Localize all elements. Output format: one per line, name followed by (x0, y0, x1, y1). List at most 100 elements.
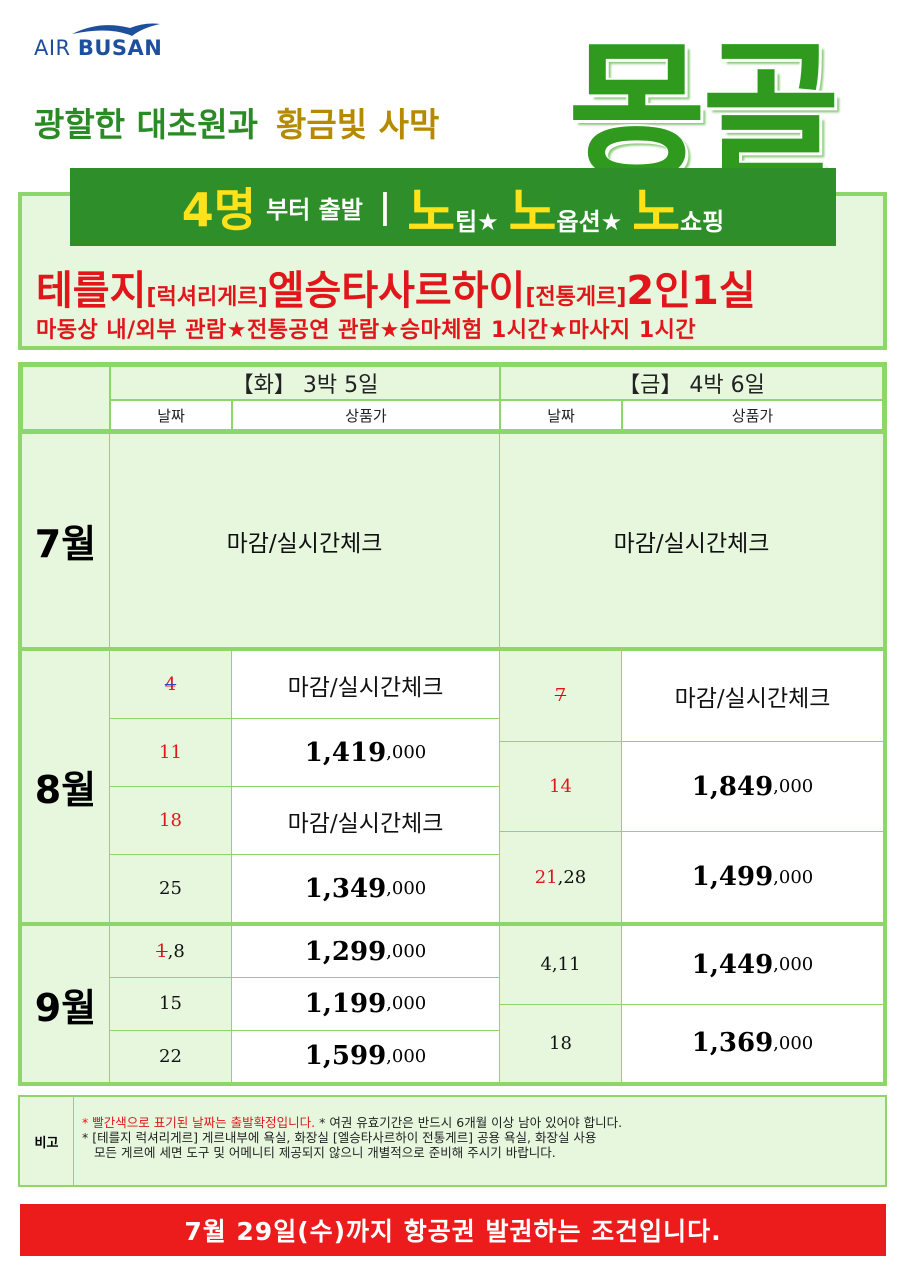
notes: 비고 * 빨간색으로 표기된 날짜는 출발확정입니다. * 여권 유효기간은 반… (18, 1095, 887, 1187)
month-row: 8월 4 마감/실시간체크 11 1,419,000 18 마감/실시간체크 25 1,349,… (22, 647, 883, 923)
price-tail: ,000 (773, 1032, 814, 1054)
price-main: 1,449 (691, 949, 774, 980)
note-red: * 빨간색으로 표기된 날짜는 출발확정입니다. (82, 1115, 316, 1130)
date-part: 11 (159, 742, 182, 763)
banner-feature: 노팁★ (407, 170, 498, 245)
date-part: 18 (159, 810, 182, 831)
hotel-line: 테를지[럭셔리게르]엘승타사르하이[전통게르]2인1실 (36, 258, 876, 316)
footer-banner: 7월 29일(수)까지 항공권 발권하는 조건입니다. (20, 1204, 886, 1256)
price-cell: 1,369,000 (622, 1004, 883, 1082)
headline: 광할한 대초원과 황금빛 사막 (34, 98, 439, 146)
note-text: * [테를지 럭셔리게르] 게르내부에 욕실, 화장실 [엘승타사르하이 전통게… (82, 1130, 597, 1145)
price-cell: 1,449,000 (622, 926, 883, 1004)
feature-small: 팁★ (455, 207, 499, 236)
table-row: 11 1,419,000 (110, 719, 499, 787)
tue-block: 4 마감/실시간체크 11 1,419,000 18 마감/실시간체크 25 1,349,00… (110, 651, 500, 922)
feature-big: 노 (508, 182, 557, 243)
feature-big: 노 (632, 182, 681, 243)
date-cell: 7 (500, 651, 622, 741)
features-line: 마동상 내/외부 관람★전통공연 관람★승마체험 1시간★마사지 1시간 (36, 318, 697, 343)
price-cell: 마감/실시간체크 (232, 787, 499, 854)
fri-block: 7 마감/실시간체크 14 1,849,000 21,28 1,499,000 (500, 651, 883, 923)
date-part: 22 (159, 1045, 182, 1067)
tue-block: 마감/실시간체크 (110, 434, 500, 647)
tue-header: 【화】 3박 5일 (110, 366, 500, 400)
date-cell: 4,11 (500, 926, 622, 1004)
price-tail: ,000 (386, 941, 427, 963)
notes-body: * 빨간색으로 표기된 날짜는 출발확정입니다. * 여권 유효기간은 반드시 … (74, 1097, 622, 1185)
price-cell: 1,599,000 (232, 1030, 499, 1082)
date-cell: 22 (110, 1030, 232, 1082)
banner-lead: 4명 (181, 183, 257, 237)
status-note: 마감/실시간체크 (287, 810, 444, 837)
date-part: 14 (549, 776, 572, 797)
price-tail: ,000 (386, 742, 427, 763)
date-cell: 11 (110, 719, 232, 786)
note-text: * 여권 유효기간은 반드시 6개월 이상 남아 있어야 합니다. (319, 1115, 623, 1130)
feature-small: 쇼핑 (680, 207, 725, 236)
sub-header: 상품가 (232, 400, 500, 430)
notes-label: 비고 (20, 1097, 74, 1185)
feature-small: 옵션★ (556, 207, 623, 236)
date-part: 4,11 (540, 954, 581, 976)
banner: 4명 부터 출발 | 노팁★ 노옵션★ 노쇼핑 (70, 168, 836, 246)
price-cell: 1,199,000 (232, 978, 499, 1030)
hotel-segment: 엘승타사르하이 (267, 268, 526, 314)
status-note: 마감/실시간체크 (613, 530, 770, 557)
date-part: ,28 (557, 866, 587, 888)
price-main: 1,599 (304, 1041, 387, 1072)
hotel-segment: 테를지 (36, 268, 147, 314)
date-cell: 18 (500, 1004, 622, 1082)
price-tail: ,000 (386, 1045, 427, 1067)
table-row: 1,8 1,299,000 (110, 926, 499, 979)
price-main: 1,349 (304, 873, 387, 904)
price-tail: ,000 (386, 878, 427, 899)
banner-feature: 노쇼핑 (632, 170, 724, 245)
date-part: 1 (156, 941, 168, 963)
status-note: 마감/실시간체크 (226, 530, 383, 557)
month-row: 9월 1,8 1,299,000 15 1,199,000 22 1,599,000 4,11… (22, 922, 883, 1082)
sub-header: 날짜 (110, 400, 232, 430)
table-row: 14 1,849,000 (500, 741, 883, 833)
date-cell: 15 (110, 978, 232, 1030)
tue-block: 1,8 1,299,000 15 1,199,000 22 1,599,000 (110, 926, 500, 1082)
price-tail: ,000 (773, 776, 814, 797)
price-main: 1,849 (691, 771, 774, 802)
month-label: 7월 (22, 434, 110, 647)
date-cell: 25 (110, 855, 232, 922)
price-tail: ,000 (773, 866, 814, 888)
date-cell: 14 (500, 741, 622, 832)
table-row: 22 1,599,000 (110, 1030, 499, 1082)
price-tail: ,000 (386, 993, 427, 1015)
hotel-segment: 2인1실 (626, 268, 756, 314)
fri-block: 4,11 1,449,000 18 1,369,000 (500, 926, 883, 1082)
logo-air: AIR (34, 36, 71, 60)
headline-green: 광할한 대초원과 (34, 105, 259, 144)
date-cell: 18 (110, 787, 232, 854)
price-cell: 1,299,000 (232, 926, 499, 978)
table-row: 마감/실시간체크 (500, 434, 883, 647)
price-cell: 마감/실시간체크 (232, 651, 499, 718)
date-part: 18 (549, 1032, 572, 1054)
table-row: 25 1,349,000 (110, 855, 499, 922)
status-note: 마감/실시간체크 (674, 685, 831, 712)
feature-big: 노 (407, 182, 456, 243)
date-part: 7 (554, 685, 567, 707)
fri-header: 【금】 4박 6일 (500, 366, 883, 400)
headline-gold: 황금빛 사막 (276, 105, 440, 144)
fri-block: 마감/실시간체크 (500, 434, 883, 647)
logo-busan: BUSAN (77, 36, 163, 60)
price-main: 1,199 (304, 988, 387, 1019)
price-main: 1,419 (304, 737, 387, 768)
price-table: 【화】 3박 5일 【금】 4박 6일 날짜 상품가 날짜 상품가 7월 마감/실… (18, 362, 887, 1086)
banner-divider: | (378, 187, 392, 227)
price-cell: 1,499,000 (622, 832, 883, 923)
date-part: 15 (159, 993, 182, 1015)
date-part: ,8 (167, 941, 185, 963)
hotel-segment: [전통게르] (525, 285, 627, 310)
month-row: 7월 마감/실시간체크 마감/실시간체크 (22, 430, 883, 647)
corner (22, 366, 110, 430)
date-cell: 4 (110, 651, 232, 718)
table-row: 18 1,369,000 (500, 1004, 883, 1082)
price-cell: 1,849,000 (622, 741, 883, 832)
